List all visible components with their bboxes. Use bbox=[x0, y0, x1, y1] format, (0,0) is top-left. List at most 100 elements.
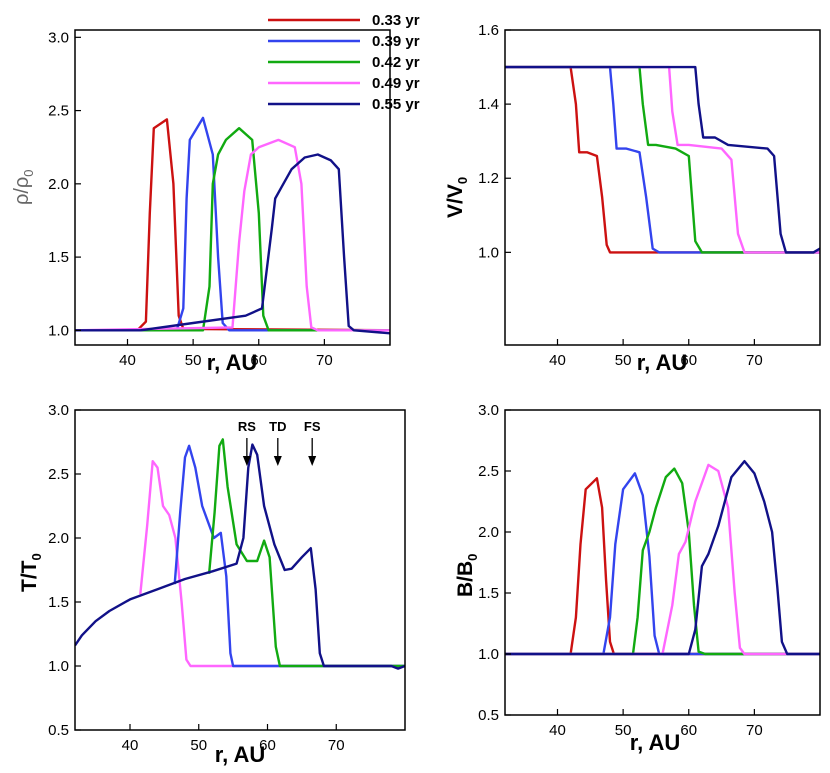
velocity-ticks: 40 50 60 70 1.0 1.2 1.4 1.6 bbox=[478, 22, 763, 369]
magnetic-series-0-49-yr bbox=[505, 463, 820, 656]
velocity-plot-frame bbox=[504, 29, 821, 346]
temperature-y-tick-label: 0.5 bbox=[48, 722, 69, 739]
magnetic-series-0-39-yr bbox=[505, 472, 820, 656]
temperature-ticks: 40 50 60 70 0.5 1.0 1.5 2.0 2.5 3.0 bbox=[48, 402, 344, 754]
magnetic-ticks: 40 50 60 70 0.5 1.0 1.5 2.0 2.5 3.0 bbox=[478, 402, 763, 739]
temperature-y-label-sub: 0 bbox=[29, 553, 44, 560]
temperature-plot-frame bbox=[74, 409, 406, 731]
velocity-series-0-42-yr bbox=[505, 65, 820, 254]
temperature-annotations: RS TD FS bbox=[238, 419, 321, 466]
velocity-series-group bbox=[505, 65, 820, 254]
temperature-y-label: T/T0 bbox=[18, 553, 44, 592]
annotation-rs-label: RS bbox=[238, 419, 256, 434]
magnetic-x-tick-label: 50 bbox=[615, 722, 632, 739]
magnetic-y-label: B/B0 bbox=[454, 554, 480, 597]
magnetic-plot-frame bbox=[504, 409, 821, 716]
magnetic-series-0-42-yr bbox=[505, 467, 820, 656]
temperature-y-tick-label: 2.5 bbox=[48, 466, 69, 483]
legend-label: 0.33 yr bbox=[372, 12, 420, 29]
magnetic-series-0-33-yr bbox=[505, 477, 820, 656]
temperature-x-tick-label: 60 bbox=[259, 737, 276, 754]
temperature-y-tick-label: 1.0 bbox=[48, 658, 69, 675]
magnetic-y-label-main: B/B bbox=[454, 561, 477, 597]
velocity-y-tick-label: 1.4 bbox=[478, 96, 499, 113]
magnetic-y-tick-label: 1.5 bbox=[478, 585, 499, 602]
magnetic-y-tick-label: 0.5 bbox=[478, 707, 499, 724]
temperature-series-0-39-yr bbox=[173, 444, 405, 668]
velocity-x-tick-label: 60 bbox=[680, 352, 697, 369]
temperature-x-tick-label: 50 bbox=[190, 737, 207, 754]
velocity-y-tick-label: 1.2 bbox=[478, 170, 499, 187]
velocity-y-tick-label: 1.0 bbox=[478, 244, 499, 261]
legend-label: 0.42 yr bbox=[372, 54, 420, 71]
annotation-rs-arrow-head bbox=[242, 456, 251, 466]
annotation-td-label: TD bbox=[269, 419, 286, 434]
magnetic-x-tick-label: 70 bbox=[746, 722, 763, 739]
magnetic-y-tick-label: 1.0 bbox=[478, 646, 499, 663]
magnetic-y-tick-label: 3.0 bbox=[478, 402, 499, 419]
annotation-fs-arrow-head bbox=[308, 456, 317, 466]
velocity-y-label: V/V0 bbox=[444, 177, 470, 218]
density-y-tick-label: 1.5 bbox=[48, 249, 69, 266]
density-x-tick-label: 40 bbox=[119, 352, 136, 369]
density-y-label: ρ/ρ0 bbox=[11, 169, 36, 205]
magnetic-x-label: r, AU bbox=[630, 730, 681, 755]
density-y-label-sub: 0 bbox=[21, 169, 36, 176]
density-series-0-42-yr bbox=[75, 126, 390, 332]
density-y-tick-label: 2.5 bbox=[48, 103, 69, 120]
velocity-series-0-49-yr bbox=[505, 65, 820, 254]
density-series-0-49-yr bbox=[75, 138, 390, 332]
annotation-fs-label: FS bbox=[304, 419, 321, 434]
density-y-label-main: ρ/ρ bbox=[11, 177, 33, 205]
magnetic-panel: 40 50 60 70 0.5 1.0 1.5 2.0 2.5 3.0 r, AU B/B0 bbox=[454, 402, 821, 755]
density-x-tick-label: 50 bbox=[185, 352, 202, 369]
temperature-x-tick-label: 40 bbox=[122, 737, 139, 754]
velocity-panel: 40 50 60 70 1.0 1.2 1.4 1.6 r, AU V/V0 bbox=[444, 22, 821, 375]
temperature-series-0-55-yr bbox=[75, 443, 405, 670]
magnetic-y-tick-label: 2.5 bbox=[478, 463, 499, 480]
temperature-panel: 40 50 60 700.51.01.52.02.53.0 RS TD FS r, AU … bbox=[18, 402, 406, 767]
temperature-x-tick-label: 70 bbox=[328, 737, 345, 754]
legend: 0.33 yr 0.39 yr 0.42 yr 0.49 yr 0.55 yr bbox=[268, 12, 420, 113]
temperature-x-label: r, AU bbox=[215, 742, 266, 767]
magnetic-series-0-55-yr bbox=[505, 460, 820, 656]
temperature-y-tick-label: 1.5 bbox=[48, 594, 69, 611]
velocity-series-0-33-yr bbox=[505, 65, 820, 254]
magnetic-y-label-sub: 0 bbox=[465, 554, 480, 561]
density-series-group bbox=[75, 116, 390, 335]
velocity-x-tick-label: 50 bbox=[615, 352, 632, 369]
density-panel: 40 50 60 70 1.0 1.5 2.0 2.5 3.0 r, AU ρ/ρ0 bbox=[11, 29, 391, 375]
density-series-0-55-yr bbox=[75, 153, 390, 335]
temperature-y-tick-label: 2.0 bbox=[48, 530, 69, 547]
density-y-tick-label: 3.0 bbox=[48, 29, 69, 46]
velocity-x-tick-label: 70 bbox=[746, 352, 763, 369]
density-x-tick-label: 60 bbox=[250, 352, 267, 369]
velocity-series-0-39-yr bbox=[505, 65, 820, 254]
temperature-series-0-49-yr bbox=[139, 460, 405, 668]
magnetic-x-tick-label: 60 bbox=[680, 722, 697, 739]
velocity-x-tick-label: 40 bbox=[549, 352, 566, 369]
legend-label: 0.55 yr bbox=[372, 96, 420, 113]
density-y-tick-label: 2.0 bbox=[48, 176, 69, 193]
density-x-tick-label: 70 bbox=[316, 352, 333, 369]
velocity-y-tick-label: 1.6 bbox=[478, 22, 499, 39]
annotation-td-arrow-head bbox=[273, 456, 282, 466]
temperature-series-group bbox=[75, 438, 405, 670]
magnetic-y-tick-label: 2.0 bbox=[478, 524, 499, 541]
density-series-0-33-yr bbox=[75, 118, 390, 332]
density-x-label: r, AU bbox=[207, 350, 258, 375]
density-y-tick-label: 1.0 bbox=[48, 322, 69, 339]
temperature-y-label-main: T/T bbox=[18, 560, 41, 592]
legend-label: 0.39 yr bbox=[372, 33, 420, 50]
magnetic-x-tick-label: 40 bbox=[549, 722, 566, 739]
velocity-x-label: r, AU bbox=[637, 350, 688, 375]
temperature-y-tick-label: 3.0 bbox=[48, 402, 69, 419]
density-series-0-39-yr bbox=[75, 116, 390, 332]
magnetic-series-group bbox=[505, 460, 820, 656]
density-plot-frame bbox=[74, 29, 391, 346]
velocity-y-label-sub: 0 bbox=[455, 177, 470, 184]
temperature-series-0-42-yr bbox=[207, 438, 405, 668]
density-ticks: 40 50 60 70 1.0 1.5 2.0 2.5 3.0 bbox=[48, 29, 333, 369]
legend-label: 0.49 yr bbox=[372, 75, 420, 92]
